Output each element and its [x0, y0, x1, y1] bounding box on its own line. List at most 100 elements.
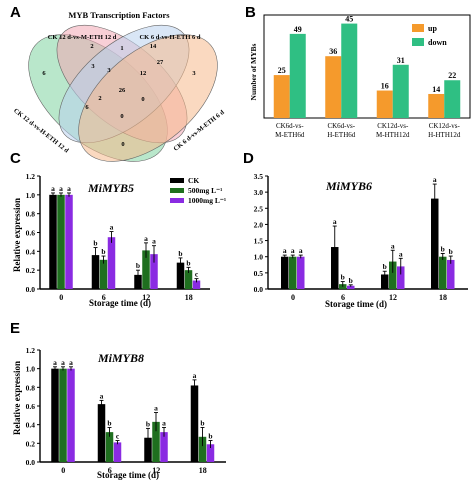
significance-letter: b — [146, 419, 150, 428]
venn-title: MYB Transcription Factors — [68, 10, 170, 20]
significance-letter: b — [136, 261, 140, 270]
significance-letter: b — [349, 276, 353, 285]
x-tick-label: 6 — [102, 293, 106, 302]
significance-letter: b — [449, 247, 453, 256]
bar-down-2 — [392, 64, 409, 118]
bar-series2-2 — [397, 266, 405, 289]
category-label: CK12d-vs- — [429, 122, 461, 130]
bar-series2-0 — [297, 256, 305, 289]
significance-letter: c — [195, 270, 199, 279]
significance-letter: a — [100, 391, 104, 400]
y-tick-label: 0.6 — [26, 402, 36, 411]
y-tick-label: 3.0 — [254, 188, 264, 197]
legend-label-500: 500mg L⁻¹ — [188, 186, 222, 195]
x-tick-label: 6 — [108, 466, 112, 475]
chart-b-ylabel: Number of MYBs — [249, 43, 258, 100]
significance-letter: b — [107, 418, 111, 427]
legend-label-ck: CK — [188, 176, 199, 185]
bar-series0-2 — [134, 274, 142, 289]
y-tick-label: 0.2 — [26, 439, 36, 448]
chart-c: Relative expression MiMYB5 Storage time … — [12, 172, 226, 308]
legend-label-1000: 1000mg L⁻¹ — [188, 196, 226, 205]
y-tick-label: 0.5 — [254, 269, 264, 278]
venn-count: 1 — [120, 45, 123, 52]
significance-letter: a — [69, 358, 73, 367]
y-tick-label: 0.8 — [26, 383, 36, 392]
bar-down-3 — [444, 80, 461, 118]
significance-letter: a — [61, 358, 65, 367]
x-tick-label: 12 — [152, 466, 160, 475]
y-tick-label: 1.0 — [26, 191, 36, 200]
y-tick-label: 2.0 — [254, 220, 264, 229]
legend-swatch-ck — [170, 178, 184, 183]
chart-e: Relative expression MiMYB8 Storage time … — [12, 346, 226, 480]
significance-letter: a — [152, 237, 156, 246]
bar-series2-0 — [67, 368, 75, 462]
bar-series0-3 — [176, 262, 185, 289]
significance-letter: b — [93, 239, 97, 248]
y-tick-label: 3.5 — [254, 172, 264, 181]
y-tick-label: 0.6 — [26, 229, 36, 238]
bar-down-1 — [341, 23, 358, 118]
chart-c-legend: CK 500mg L⁻¹ 1000mg L⁻¹ — [170, 176, 226, 205]
data-label: 45 — [345, 15, 353, 24]
category-label: H-HTH12d — [428, 131, 461, 139]
significance-letter: b — [101, 247, 105, 256]
x-tick-label: 0 — [291, 293, 295, 302]
bar-series2-3 — [206, 444, 215, 462]
y-tick-label: 0.0 — [26, 458, 36, 467]
chart-d: MiMYB6 Storage time (d) 0.0 0.5 1.0 1.5 2.0 2… — [254, 172, 468, 309]
significance-letter: b — [383, 262, 387, 271]
bar-series1-0 — [57, 194, 65, 289]
significance-letter: a — [162, 418, 166, 427]
chart-b: Number of MYBs 25 49 36 45 16 31 14 22 CK6d-vs-… — [249, 14, 471, 139]
y-tick-label: 0.8 — [26, 210, 36, 219]
category-label: M-ETH6d — [275, 131, 305, 139]
bar-up-0 — [273, 75, 290, 118]
venn-set-label: CK 12 d-vs-M-ETH 12 d — [48, 34, 117, 41]
bar-series1-3 — [198, 436, 207, 462]
y-tick-label: 1.2 — [26, 172, 36, 181]
significance-letter: a — [51, 184, 55, 193]
venn-count: 26 — [119, 87, 126, 94]
data-label: 16 — [381, 82, 389, 91]
data-label: 14 — [432, 85, 440, 94]
category-label: CK6d-vs- — [327, 122, 355, 130]
bar-series1-3 — [184, 270, 193, 289]
legend-label-down: down — [428, 38, 447, 47]
significance-letter: a — [59, 184, 63, 193]
venn-count: 3 — [107, 67, 111, 74]
significance-letter: a — [154, 404, 158, 413]
data-label: 36 — [329, 47, 337, 56]
significance-letter: a — [67, 184, 71, 193]
significance-letter: a — [283, 246, 287, 255]
bar-series2-2 — [160, 432, 168, 462]
x-tick-label: 6 — [341, 293, 345, 302]
significance-letter: b — [341, 273, 345, 282]
chart-b-frame — [263, 14, 471, 119]
chart-d-xlabel: Storage time (d) — [325, 299, 387, 309]
venn-count: 0 — [120, 113, 123, 120]
venn-count: 6 — [42, 70, 46, 77]
panel-letter-c: C — [10, 150, 21, 167]
bar-series1-2 — [152, 421, 160, 462]
y-tick-label: 0.0 — [254, 285, 264, 294]
chart-e-title: MiMYB8 — [97, 351, 144, 365]
y-tick-label: 0.4 — [26, 247, 36, 256]
x-tick-label: 12 — [142, 293, 150, 302]
data-label: 31 — [397, 56, 405, 65]
y-tick-label: 0.0 — [26, 285, 36, 294]
y-tick-label: 2.5 — [254, 204, 264, 213]
bar-series0-2 — [381, 274, 389, 289]
chart-e-ylabel: Relative expression — [12, 361, 22, 435]
bar-series2-3 — [192, 280, 201, 289]
bar-series1-3 — [439, 256, 447, 289]
bar-series0-1 — [97, 404, 106, 462]
bar-series2-1 — [113, 442, 122, 462]
significance-letter: a — [53, 358, 57, 367]
x-tick-label: 0 — [61, 466, 65, 475]
x-tick-label: 18 — [199, 466, 207, 475]
category-label: CK6d-vs- — [276, 122, 304, 130]
bar-up-3 — [428, 93, 445, 118]
data-label: 49 — [294, 25, 302, 34]
